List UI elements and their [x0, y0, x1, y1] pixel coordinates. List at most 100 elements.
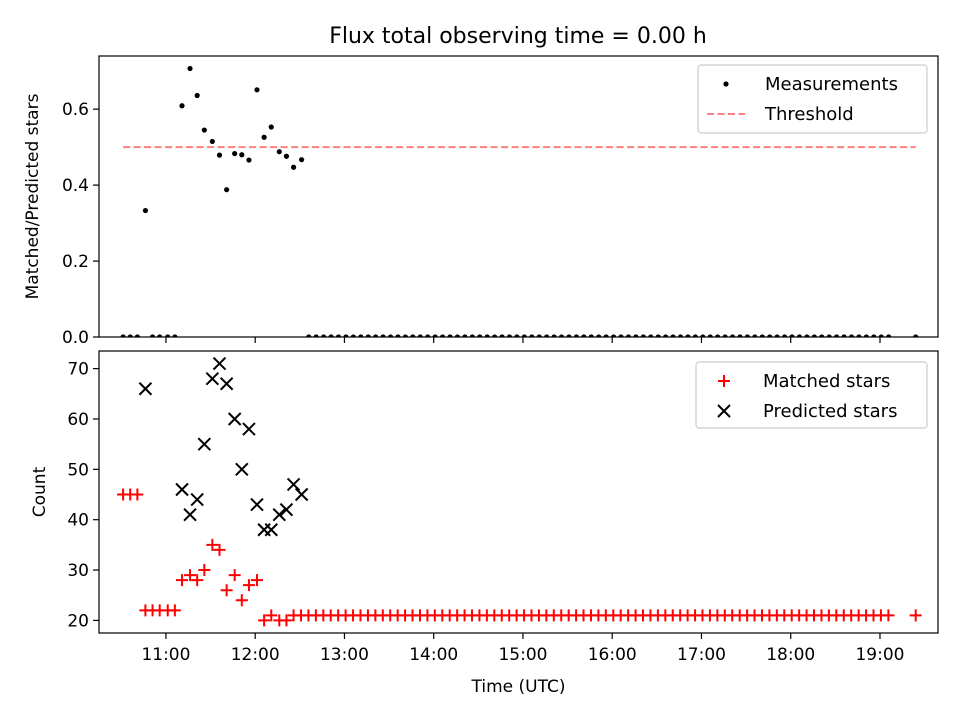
data-point	[395, 334, 401, 337]
data-point	[335, 334, 342, 337]
data-point	[477, 334, 483, 337]
x-tick-label: 12:00	[231, 645, 280, 665]
data-point	[447, 334, 453, 337]
data-point	[744, 334, 751, 337]
data-point	[268, 124, 274, 130]
data-point	[909, 609, 922, 622]
series-measurements	[120, 65, 919, 337]
y-tick-label: 0.6	[62, 100, 89, 120]
chart-title: Flux total observing time = 0.00 h	[329, 24, 707, 49]
data-point	[134, 334, 140, 337]
data-point	[261, 134, 267, 140]
data-point	[692, 334, 698, 337]
data-point	[228, 569, 241, 582]
data-point	[328, 334, 334, 337]
data-point	[826, 334, 832, 337]
data-point	[796, 334, 803, 337]
x-tick-label: 16:00	[588, 645, 637, 665]
legend-label: Threshold	[764, 104, 854, 125]
data-point	[254, 87, 260, 93]
data-point	[603, 334, 609, 337]
y-tick-label: 0.2	[62, 252, 89, 272]
data-point	[848, 334, 855, 337]
data-point	[187, 65, 193, 72]
x-tick-label: 19:00	[855, 645, 904, 665]
data-point	[722, 334, 728, 337]
data-point	[707, 334, 713, 337]
data-point	[209, 138, 215, 145]
data-point	[625, 334, 632, 337]
data-point	[454, 334, 461, 337]
legend-swatch	[723, 81, 729, 87]
series-matched-stars	[117, 488, 922, 627]
data-point	[216, 152, 223, 158]
y-tick-label: 30	[67, 561, 89, 581]
legend-label: Matched stars	[763, 371, 890, 392]
data-point	[219, 377, 234, 391]
data-point	[882, 609, 895, 622]
legend-label: Measurements	[765, 74, 898, 95]
data-point	[165, 334, 171, 337]
data-point	[183, 507, 197, 522]
y-tick-label: 60	[67, 410, 89, 430]
data-point	[343, 334, 349, 337]
x-tick-label: 17:00	[677, 645, 726, 665]
data-point	[306, 334, 312, 337]
legend-box	[697, 64, 928, 134]
data-point	[685, 334, 691, 337]
legend: Matched stars Predicted stars	[695, 361, 928, 429]
data-point	[402, 334, 409, 337]
data-point	[514, 334, 520, 337]
data-point	[198, 564, 211, 577]
x-tick-label: 14:00	[409, 645, 458, 665]
x-tick-label: 18:00	[766, 645, 815, 665]
data-point	[197, 437, 212, 451]
data-point	[242, 422, 256, 436]
data-point	[286, 477, 301, 492]
data-point	[484, 334, 490, 337]
legend: Measurements Threshold	[697, 64, 928, 134]
data-point	[878, 334, 884, 337]
data-point	[804, 334, 810, 337]
data-point	[264, 523, 278, 537]
data-point	[462, 334, 468, 337]
data-point	[387, 334, 394, 337]
data-point	[781, 334, 788, 337]
data-point	[175, 482, 189, 497]
data-point	[321, 334, 327, 337]
data-point	[596, 334, 602, 337]
data-point	[425, 334, 431, 337]
data-point	[581, 334, 587, 337]
data-point	[558, 334, 565, 337]
data-point	[206, 538, 219, 551]
data-point	[358, 334, 364, 337]
data-point	[789, 334, 795, 337]
top-panel: 0.0 0.2 0.4 0.6 Matched/Predicted stars Measu…	[23, 55, 939, 348]
data-point	[551, 334, 557, 337]
data-point	[232, 150, 238, 157]
data-point	[640, 334, 646, 337]
data-point	[729, 334, 736, 337]
data-point	[759, 334, 765, 337]
data-point	[913, 334, 919, 337]
data-point	[250, 574, 263, 587]
data-point	[191, 574, 204, 587]
data-point	[774, 334, 780, 337]
data-point	[246, 157, 252, 163]
plot-area	[120, 65, 919, 337]
data-point	[715, 334, 721, 337]
data-point	[120, 334, 126, 337]
data-point	[700, 334, 706, 337]
y-tick-label: 70	[67, 360, 89, 380]
data-point	[432, 334, 438, 337]
data-point	[819, 334, 825, 337]
legend-label: Predicted stars	[763, 401, 897, 422]
data-point	[380, 334, 386, 337]
data-point	[131, 488, 144, 501]
data-point	[655, 334, 661, 337]
data-point	[258, 614, 271, 627]
data-point	[220, 584, 233, 597]
data-point	[521, 334, 527, 337]
y-tick-label: 40	[67, 511, 89, 531]
data-point	[841, 334, 847, 337]
